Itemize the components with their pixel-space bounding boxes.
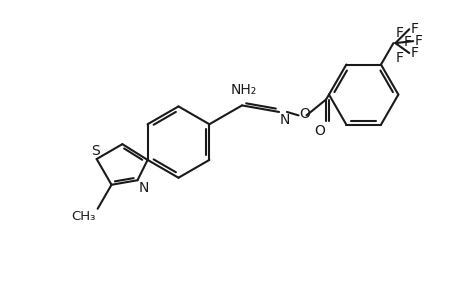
- Text: F: F: [395, 51, 403, 65]
- Text: O: O: [299, 107, 310, 122]
- Text: F: F: [409, 22, 417, 36]
- Text: F: F: [409, 46, 417, 60]
- Text: O: O: [314, 124, 325, 138]
- Text: S: S: [91, 144, 100, 158]
- Text: N: N: [138, 181, 149, 195]
- Text: F: F: [395, 26, 403, 40]
- Text: F: F: [403, 35, 410, 49]
- Text: N: N: [280, 113, 290, 127]
- Text: F: F: [413, 34, 421, 48]
- Text: NH₂: NH₂: [230, 83, 257, 98]
- Text: CH₃: CH₃: [71, 210, 95, 223]
